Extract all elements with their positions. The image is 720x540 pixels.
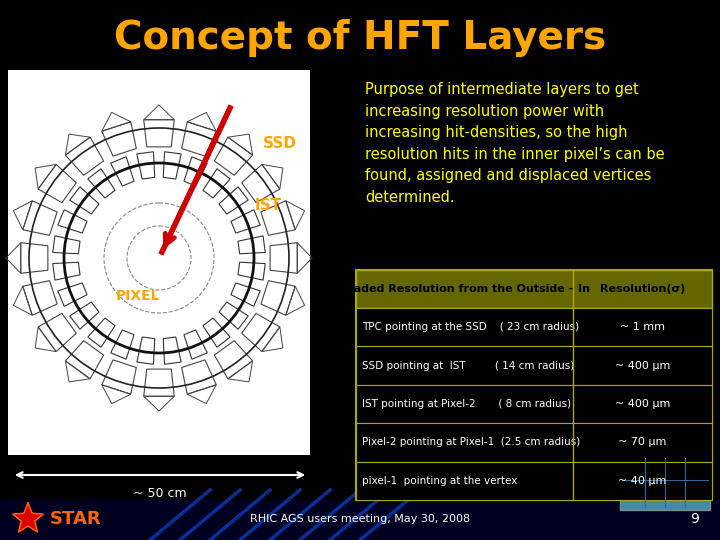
Text: SSD: SSD <box>263 136 297 151</box>
Text: Graded Resolution from the Outside – In: Graded Resolution from the Outside – In <box>339 284 590 294</box>
Text: ~ 1 mm: ~ 1 mm <box>620 322 665 332</box>
Text: Resolution(σ): Resolution(σ) <box>600 284 685 294</box>
Text: STAR: STAR <box>50 510 102 528</box>
Bar <box>356 308 712 346</box>
Text: SSD pointing at  IST         ( 14 cm radius): SSD pointing at IST ( 14 cm radius) <box>362 361 575 370</box>
Text: IST pointing at Pixel-2       ( 8 cm radius): IST pointing at Pixel-2 ( 8 cm radius) <box>362 399 571 409</box>
Text: ~ 40 μm: ~ 40 μm <box>618 476 667 486</box>
Bar <box>356 346 712 385</box>
Bar <box>356 385 712 423</box>
Text: ~ 70 μm: ~ 70 μm <box>618 437 667 448</box>
Text: Purpose of intermediate layers to get
increasing resolution power with
increasin: Purpose of intermediate layers to get in… <box>365 82 665 205</box>
Text: Concept of HFT Layers: Concept of HFT Layers <box>114 19 606 57</box>
Text: TPC pointing at the SSD    ( 23 cm radius): TPC pointing at the SSD ( 23 cm radius) <box>362 322 579 332</box>
Bar <box>0 500 720 540</box>
Text: RHIC AGS users meeting, May 30, 2008: RHIC AGS users meeting, May 30, 2008 <box>250 514 470 524</box>
Text: IST: IST <box>254 198 282 213</box>
Text: 9: 9 <box>690 512 699 526</box>
Bar <box>356 270 712 308</box>
Text: PIXEL: PIXEL <box>116 289 161 303</box>
Polygon shape <box>13 503 43 532</box>
Text: Pixel-2 pointing at Pixel-1  (2.5 cm radius): Pixel-2 pointing at Pixel-1 (2.5 cm radi… <box>362 437 580 448</box>
Bar <box>356 423 712 462</box>
Bar <box>356 270 712 500</box>
Text: ~ 50 cm: ~ 50 cm <box>133 487 186 500</box>
Bar <box>8 70 310 455</box>
Text: pixel-1  pointing at the vertex: pixel-1 pointing at the vertex <box>362 476 518 486</box>
Text: ~ 400 μm: ~ 400 μm <box>615 361 670 370</box>
Bar <box>620 455 710 510</box>
Text: ~ 400 μm: ~ 400 μm <box>615 399 670 409</box>
Bar <box>356 462 712 500</box>
